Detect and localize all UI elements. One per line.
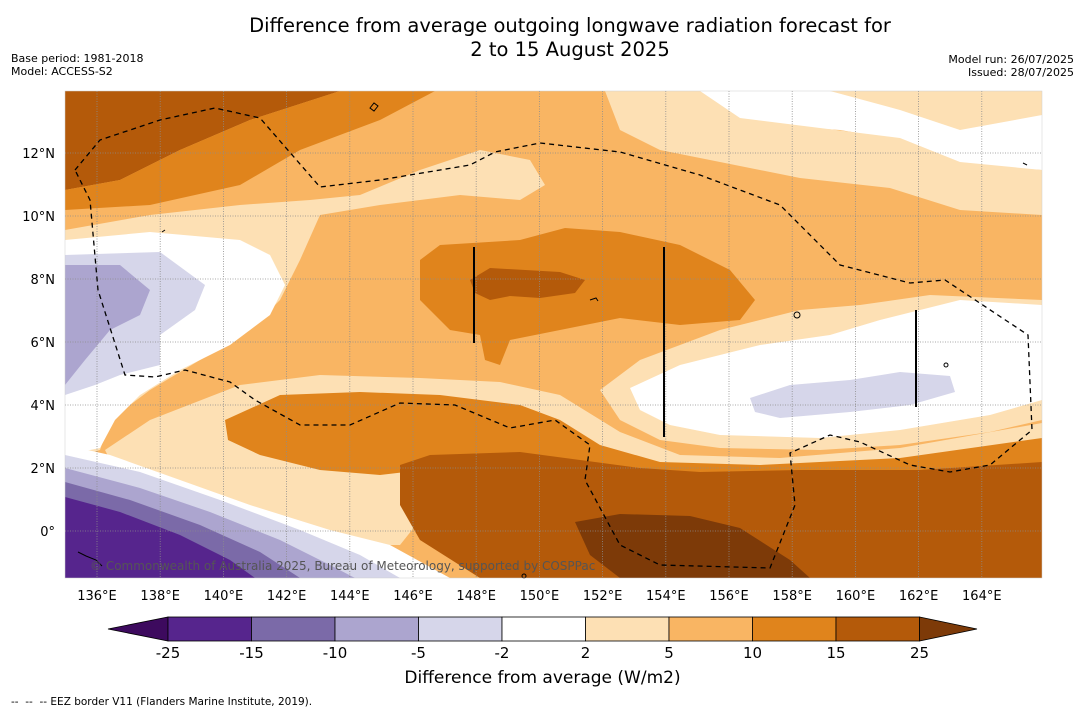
footnote: -- -- -- EEZ border V11 (Flanders Marine… (11, 696, 313, 708)
colorbar-label: 10 (742, 644, 763, 662)
chart-title: Difference from average outgoing longwav… (0, 14, 1085, 62)
colorbar-segment (418, 616, 503, 642)
x-tick-label: 164°E (962, 589, 1002, 604)
model-name: Model: ACCESS-S2 (11, 65, 113, 78)
colorbar-label: -2 (494, 644, 510, 662)
y-tick-label: 6°N (31, 336, 56, 351)
x-tick-label: 154°E (646, 589, 686, 604)
colorbar-title: Difference from average (W/m2) (404, 668, 681, 688)
field-neg25-15-sw (65, 497, 255, 578)
colorbar-segment (251, 616, 336, 642)
field-gt25 (575, 514, 810, 578)
colorbar-label: 15 (826, 644, 846, 662)
vertical-markers (473, 247, 917, 437)
colorbar-extend-low (107, 616, 169, 642)
base-period: Base period: 1981-2018 (11, 52, 144, 65)
islands (77, 102, 1028, 579)
x-tick-label: 140°E (204, 589, 244, 604)
x-tick-label: 142°E (267, 589, 307, 604)
meta-right: Model run: 26/07/2025 Issued: 28/07/2025 (948, 53, 1074, 79)
x-tick-label: 146°E (393, 589, 433, 604)
colorbar-segment (585, 616, 670, 642)
x-axis-ticks: 136°E 138°E 140°E 142°E 144°E 146°E 148°E 150°E… (77, 589, 1001, 604)
colorbar-segment (835, 616, 920, 642)
x-tick-label: 138°E (140, 589, 180, 604)
field-15-25-nw (65, 91, 340, 190)
issued-date: Issued: 28/07/2025 (967, 66, 1074, 79)
field-15-25-center (470, 268, 585, 300)
x-tick-label: 152°E (583, 589, 623, 604)
field-2-5-nw (65, 150, 545, 460)
y-tick-label: 8°N (31, 273, 56, 288)
field-light-ne2 (830, 91, 1042, 130)
meta-left: Base period: 1981-2018 Model: ACCESS-S2 (11, 52, 143, 78)
colorbar-segment (668, 616, 753, 642)
y-tick-label: 4°N (31, 399, 56, 414)
title-line-2: 2 to 15 August 2025 (470, 38, 670, 61)
x-tick-label: 150°E (520, 589, 560, 604)
y-tick-label: 12°N (22, 147, 55, 162)
colorbar-segment (501, 616, 586, 642)
x-tick-label: 148°E (456, 589, 496, 604)
copyright-text: © Commonwealth of Australia 2025, Bureau… (90, 559, 595, 573)
colorbar-label: -15 (239, 644, 264, 662)
plot-frame (64, 90, 1043, 579)
field-10-15-nw (65, 91, 435, 210)
colorbar-segment (334, 616, 419, 642)
contour-field (65, 91, 1042, 578)
x-tick-label: 160°E (836, 589, 876, 604)
eez-border (74, 107, 1033, 569)
colorbar-label: 25 (909, 644, 930, 662)
x-tick-label: 156°E (709, 589, 749, 604)
model-run: Model run: 26/07/2025 (948, 53, 1074, 66)
colorbar-segment (167, 616, 252, 642)
colorbar-label: -10 (322, 644, 348, 662)
y-tick-label: 10°N (22, 210, 55, 225)
field-neg5-2-e (750, 372, 955, 418)
colorbar-label: -5 (411, 644, 426, 662)
y-axis-ticks: 0° 2°N 4°N 6°N 8°N 10°N 12°N (22, 147, 55, 540)
colorbar (107, 616, 978, 642)
colorbar-label: 2 (580, 644, 591, 662)
colorbar-extend-high (919, 616, 978, 642)
colorbar-label: -25 (155, 644, 181, 662)
title-line-1: Difference from average outgoing longwav… (249, 14, 891, 37)
y-tick-label: 2°N (31, 462, 56, 477)
field-neg10-5-w (65, 265, 150, 385)
field-15-25-s (400, 452, 1042, 578)
x-tick-label: 158°E (772, 589, 812, 604)
field-white-e2 (630, 300, 1042, 438)
field-10-15-center (420, 228, 755, 365)
gridlines (65, 91, 1042, 578)
colorbar-segment (752, 616, 837, 642)
x-tick-label: 136°E (77, 589, 117, 604)
y-tick-label: 0° (40, 525, 55, 540)
x-tick-label: 162°E (899, 589, 939, 604)
x-tick-label: 144°E (330, 589, 370, 604)
colorbar-label: 5 (664, 644, 674, 662)
